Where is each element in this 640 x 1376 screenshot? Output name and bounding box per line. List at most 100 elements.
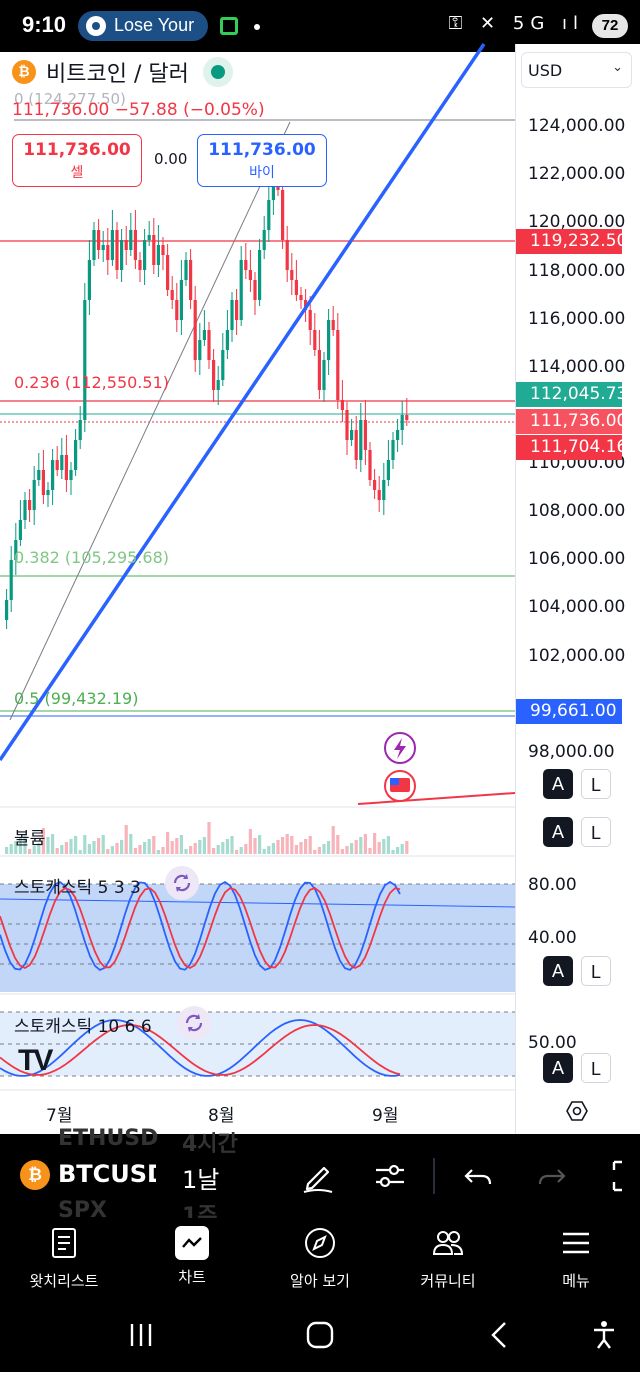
chart-canvas[interactable] — [0, 0, 640, 1134]
indicators-sliders-icon[interactable] — [370, 1156, 410, 1196]
candle-body — [396, 430, 400, 440]
price-tick: 118,000.00 — [528, 261, 626, 281]
candle-body — [51, 460, 55, 490]
tradingview-logo: TV — [18, 1044, 53, 1077]
candle-body — [345, 410, 349, 440]
fib-05-label: 0.5 (99,432.19) — [14, 689, 139, 708]
menu-icon — [563, 1232, 589, 1254]
nav-watchlist[interactable]: 왓치리스트 — [0, 1226, 128, 1291]
volume-bar — [78, 850, 82, 854]
price-tick: 106,000.00 — [528, 549, 626, 569]
faded-ohlc-text: 0 (124,277.50) — [14, 90, 126, 108]
volume-bar — [120, 840, 124, 854]
volume-bar — [304, 839, 308, 854]
volume-pane-label[interactable]: 볼륨 — [14, 829, 46, 849]
stoch1-refresh-icon[interactable] — [165, 866, 199, 900]
candle-body — [18, 520, 22, 540]
candle-body — [124, 240, 128, 250]
candle-body — [106, 245, 110, 260]
currency-select[interactable]: USD ⌄ — [521, 52, 632, 88]
volume-bar — [143, 842, 147, 854]
price-axis[interactable] — [515, 44, 640, 1134]
candle-body — [175, 300, 179, 320]
symbol-bitcoin-icon: ₿ — [20, 1160, 50, 1190]
volume-bar — [331, 826, 335, 854]
volume-bar — [391, 850, 395, 854]
media-notification-pill[interactable]: Lose Your — [78, 11, 208, 41]
volume-bar — [69, 839, 73, 854]
candle-body — [299, 295, 303, 300]
volume-bar — [133, 848, 137, 854]
candle-body — [170, 290, 174, 300]
back-icon — [491, 1322, 506, 1348]
symbol-header[interactable]: ₿ 비트코인 / 달러 — [12, 56, 233, 88]
redo-icon[interactable] — [532, 1156, 572, 1196]
candle-body — [41, 470, 45, 495]
interval-selector[interactable]: 1날 — [182, 1166, 220, 1194]
buy-price: 111,736.00 — [208, 140, 316, 160]
nav-explore[interactable]: 알아 보기 — [256, 1226, 384, 1291]
nav-menu[interactable]: 메뉴 — [512, 1226, 640, 1291]
volume-bar — [258, 835, 262, 854]
stoch1-pane-label[interactable]: 스토캐스틱 5 3 3 — [14, 878, 141, 898]
low-price-tag: 111,704.16 — [516, 435, 627, 460]
symbol-title[interactable]: 비트코인 / 달러 — [46, 62, 189, 87]
fullscreen-icon[interactable] — [606, 1156, 640, 1196]
chart-settings-icon[interactable] — [566, 1100, 588, 1122]
stoch1-band — [0, 884, 515, 992]
candle-body — [64, 455, 68, 480]
nav-chart[interactable]: 차트 — [128, 1226, 256, 1287]
stoch2-log-scale-button[interactable]: L — [581, 1053, 611, 1083]
stoch2-pane-label[interactable]: 스토캐스틱 10 6 6 — [14, 1017, 152, 1037]
stoch2-auto-scale-button[interactable]: A — [543, 1053, 573, 1083]
volume-bar — [147, 839, 151, 854]
candle-body — [120, 240, 124, 270]
buy-button[interactable]: 111,736.00 바이 — [197, 134, 327, 187]
volume-bar — [271, 843, 275, 854]
recent-apps-icon — [130, 1324, 152, 1346]
battery-icon: 72 — [592, 14, 628, 38]
chart-icon — [175, 1226, 209, 1260]
bitcoin-icon: ₿ — [12, 60, 36, 84]
volume-bar — [156, 850, 160, 854]
log-scale-button[interactable]: L — [581, 769, 611, 799]
sell-button[interactable]: 111,736.00 셀 — [12, 134, 142, 187]
stoch2-refresh-icon[interactable] — [177, 1006, 211, 1040]
symbol-selector[interactable]: BTCUSD — [58, 1160, 156, 1188]
drawing-pencil-icon[interactable] — [298, 1156, 338, 1196]
month-label: 9월 — [372, 1106, 399, 1126]
nav-community[interactable]: 커뮤니티 — [384, 1226, 512, 1291]
volume-bar — [193, 843, 197, 854]
volume-bar — [377, 842, 381, 854]
volume-bar — [345, 846, 349, 854]
candle-body — [129, 230, 133, 250]
stoch1-auto-scale-button[interactable]: A — [543, 956, 573, 986]
price-tick: 114,000.00 — [528, 357, 626, 377]
candle-body — [87, 260, 91, 300]
candle-body — [290, 270, 294, 280]
candle-body — [156, 245, 160, 265]
volume-bar — [299, 842, 303, 854]
volume-auto-scale-button[interactable]: A — [543, 817, 573, 847]
volume-bar — [14, 841, 18, 854]
candle-body — [253, 280, 257, 300]
volume-bar — [179, 835, 183, 854]
candle-body — [166, 255, 170, 290]
volume-bar — [363, 834, 367, 854]
candle-body — [267, 200, 271, 230]
candle-body — [294, 280, 298, 295]
auto-scale-button[interactable]: A — [543, 769, 573, 799]
stoch1-log-scale-button[interactable]: L — [581, 956, 611, 986]
volume-bar — [281, 837, 285, 854]
last-price-tag: 111,736.00 — [516, 409, 627, 434]
support-price-tag: 99,661.00 — [516, 699, 622, 724]
candle-body — [244, 260, 248, 270]
volume-bar — [184, 849, 188, 854]
undo-icon[interactable] — [458, 1156, 498, 1196]
volume-bar — [239, 847, 243, 854]
candle-body — [161, 245, 165, 255]
month-label: 8월 — [208, 1106, 235, 1126]
fib-anchor-line — [9, 121, 291, 721]
volume-log-scale-button[interactable]: L — [581, 817, 611, 847]
volume-bar — [248, 829, 252, 854]
